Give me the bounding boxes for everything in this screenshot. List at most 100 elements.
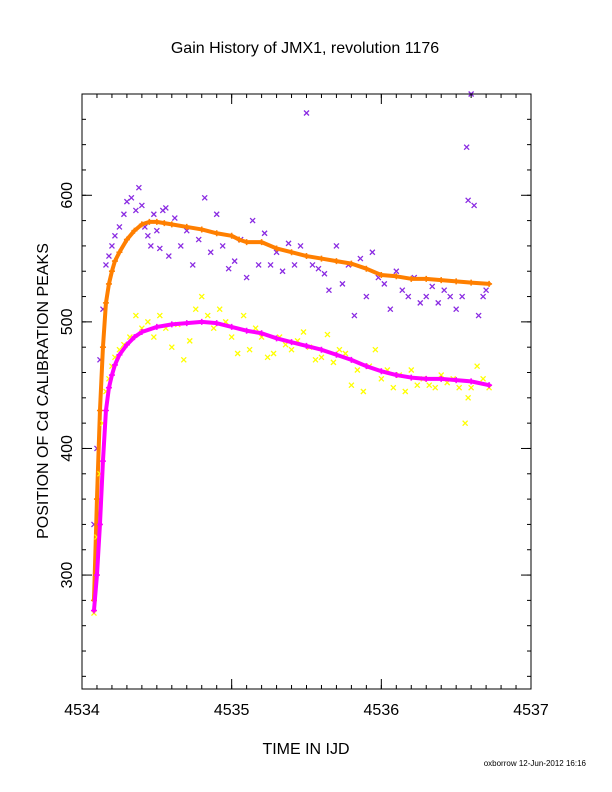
data-point [108,242,115,249]
data-point [372,346,379,353]
data-point [393,268,400,275]
data-point [324,331,331,338]
data-point [186,337,193,344]
data-point [468,384,475,391]
data-point [325,287,332,294]
plot-frame [81,93,532,690]
data-point [309,261,316,268]
data-point [285,240,292,247]
trend-line [91,319,492,613]
data-point [339,280,346,287]
data-point [321,270,328,277]
data-point [441,287,448,294]
data-point [207,249,214,256]
data-point [378,375,385,382]
data-point [474,363,481,370]
y-tick-label: 600 [59,182,76,209]
data-point [171,215,178,222]
data-point [360,388,367,395]
data-point [354,367,361,373]
data-point [429,283,436,290]
data-point [228,334,235,341]
data-point [312,356,319,363]
data-point [240,312,247,319]
data-point [231,258,238,265]
credit-stamp: oxborrow 12-Jun-2012 16:16 [483,759,586,768]
data-point [128,194,135,201]
data-point [432,384,439,391]
data-point [351,312,358,319]
data-point [264,354,271,361]
data-point [102,261,109,268]
data-point [111,232,118,239]
data-point [456,384,463,391]
data-point [279,268,286,275]
trend-line [91,219,492,603]
x-tick-label: 4535 [214,702,250,719]
data-point [195,236,202,243]
data-point [297,242,304,249]
series-2 [90,218,493,604]
data-point [252,325,259,332]
data-point [120,211,127,218]
data-point [402,388,409,395]
data-point [116,223,123,230]
data-point [216,306,223,313]
data-point [435,299,442,306]
x-tick-label: 4536 [364,702,400,719]
data-point [153,227,160,234]
data-point [165,253,172,260]
data-point [462,420,469,427]
data-point [219,242,226,249]
data-point [336,346,343,353]
data-point [150,211,157,218]
chart-title: Gain History of JMX1, revolution 1176 [171,40,439,57]
data-point [168,344,175,351]
data-point [234,350,241,357]
data-point [465,394,472,401]
data-point [288,346,295,353]
data-point [204,312,211,319]
data-point [399,287,406,294]
data-point [303,110,310,116]
data-point [162,204,169,211]
data-point [465,197,472,204]
data-point [270,350,277,357]
data-point [315,265,322,272]
y-axis-label: POSITION OF Cd CALIBRATION PEAKS [35,243,52,539]
data-point [333,242,340,249]
data-point [453,306,460,313]
data-point [132,312,139,319]
y-tick-label: 400 [59,435,76,462]
data-point [300,329,307,335]
data-point [330,359,337,366]
series-1 [91,91,490,528]
y-tick-label: 500 [59,308,76,335]
data-point [180,356,187,363]
data-point [483,287,490,294]
data-point [210,325,217,332]
data-point [147,242,154,249]
data-point [255,261,262,268]
data-point [144,232,151,239]
data-point [201,194,208,201]
data-point [261,230,268,237]
data-point [138,202,145,209]
x-tick-label: 4534 [64,702,100,719]
data-point [246,346,253,353]
data-point [357,255,364,262]
data-point [177,242,184,249]
data-point [426,382,433,389]
plot-area [90,91,493,617]
data-point [192,306,199,313]
data-point [132,207,139,214]
data-point [150,334,157,341]
data-point [198,293,205,300]
data-point [390,384,397,391]
data-point [463,144,470,151]
data-point [423,293,430,300]
data-point [405,293,412,300]
data-point [318,354,325,361]
data-point [189,261,196,268]
data-point [225,265,232,272]
